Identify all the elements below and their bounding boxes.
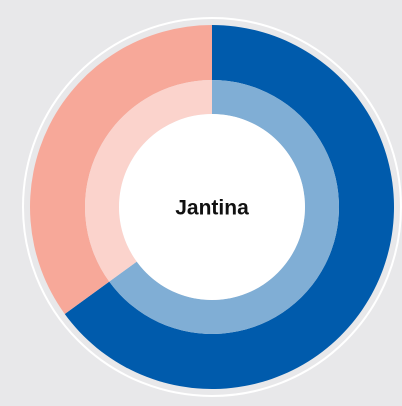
center-label: Jantina xyxy=(175,197,249,220)
rings xyxy=(29,24,394,389)
outer-segment xyxy=(64,25,394,389)
outer-outline xyxy=(22,17,402,397)
inner-segment xyxy=(109,80,339,334)
inner-segment xyxy=(85,80,212,282)
center-hole xyxy=(119,114,305,300)
outer-segment xyxy=(29,24,212,314)
